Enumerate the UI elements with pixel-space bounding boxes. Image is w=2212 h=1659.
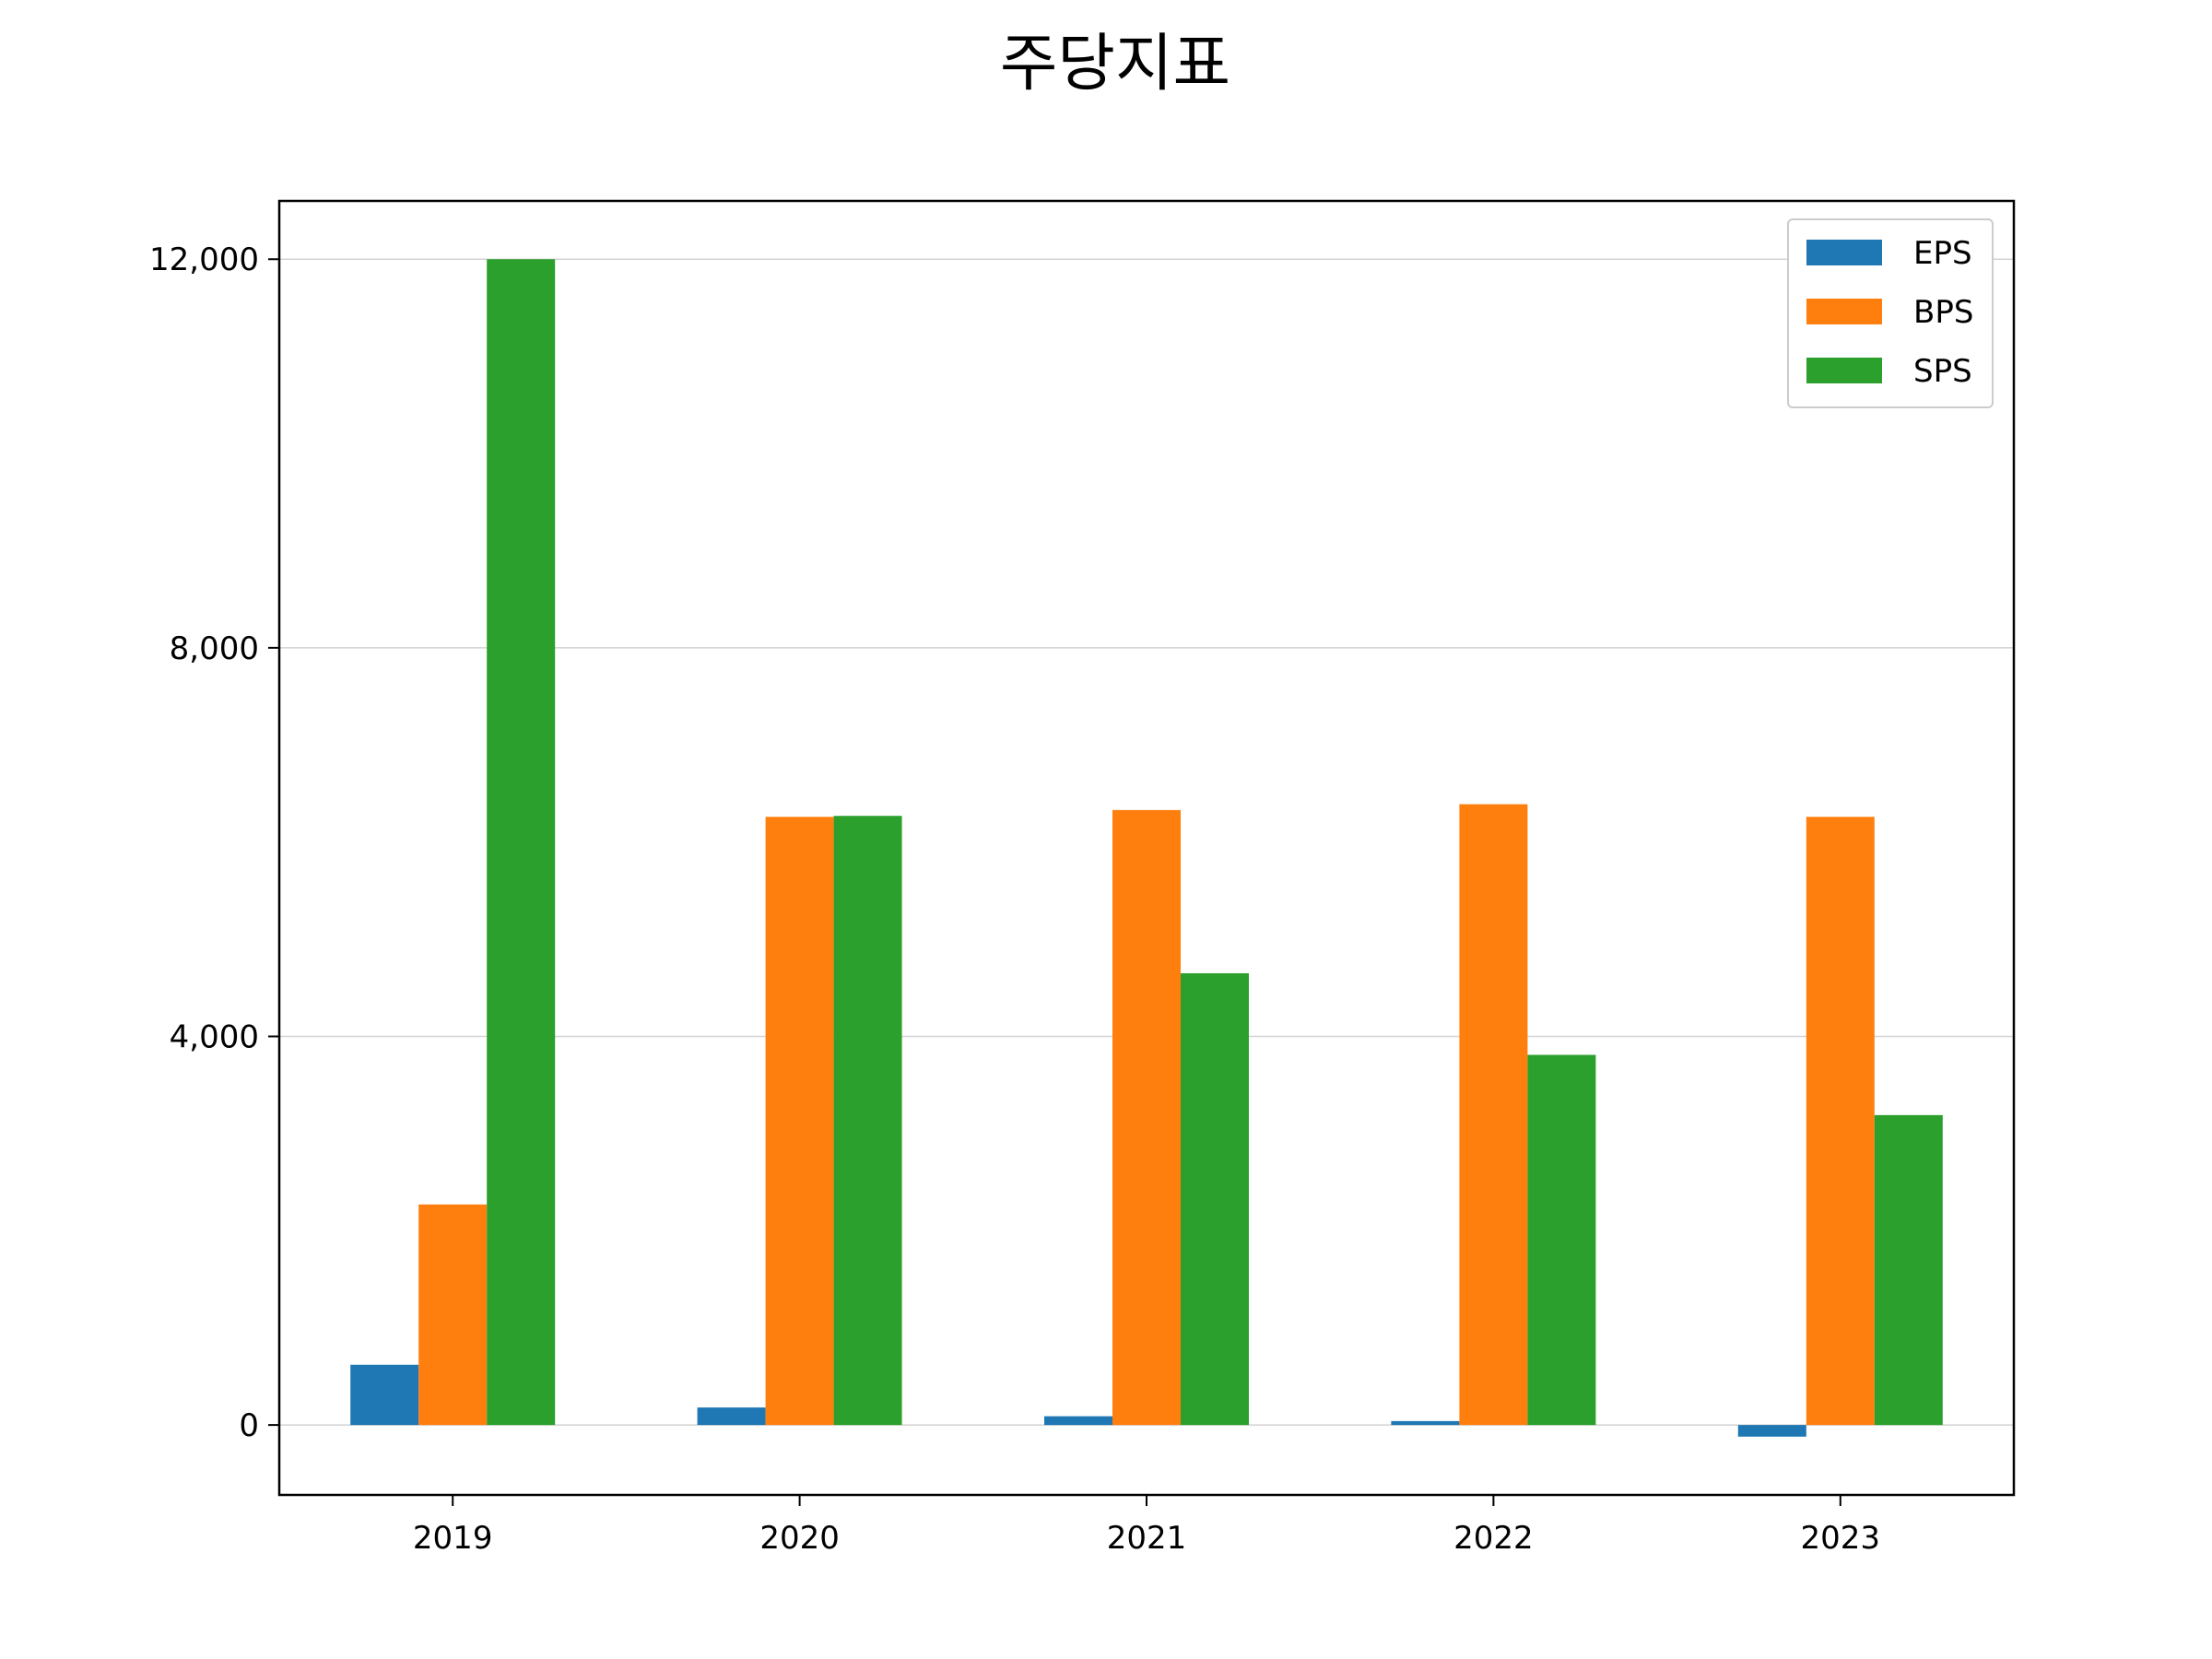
legend-swatch-sps <box>1806 358 1882 383</box>
y-tick-label: 8,000 <box>170 630 259 667</box>
bar-bps-2021 <box>1112 809 1181 1426</box>
legend-label-bps: BPS <box>1913 294 1973 331</box>
x-tick-label: 2020 <box>759 1520 840 1557</box>
bar-sps-2021 <box>1181 972 1249 1426</box>
bar-bps-2019 <box>418 1204 488 1426</box>
bar-eps-2020 <box>697 1407 766 1426</box>
bar-bps-2022 <box>1459 804 1528 1426</box>
bars <box>350 259 1943 1437</box>
x-tick-label: 2021 <box>1107 1520 1187 1557</box>
x-tick-label: 2022 <box>1453 1520 1534 1557</box>
y-tick-label: 0 <box>239 1407 259 1444</box>
x-tick-label: 2023 <box>1801 1520 1881 1557</box>
bar-sps-2023 <box>1874 1114 1943 1426</box>
bar-bps-2023 <box>1806 817 1875 1426</box>
bar-eps-2021 <box>1044 1416 1112 1426</box>
bar-eps-2022 <box>1391 1420 1460 1426</box>
legend-label-eps: EPS <box>1913 235 1972 272</box>
legend: EPS BPS SPS <box>1787 218 1994 408</box>
bar-sps-2020 <box>833 816 902 1426</box>
chart-title: 주당지표 <box>1000 28 1230 100</box>
legend-swatch-bps <box>1806 299 1882 324</box>
bar-sps-2019 <box>487 259 556 1426</box>
legend-swatch-eps <box>1806 240 1882 265</box>
y-tick-label: 4,000 <box>170 1018 259 1055</box>
bar-eps-2023 <box>1737 1425 1806 1437</box>
legend-label-sps: SPS <box>1913 353 1972 390</box>
x-tick-label: 2019 <box>413 1520 493 1557</box>
y-tick-label: 12,000 <box>149 241 259 278</box>
axes: 0 4,000 8,000 12,000 2019 2020 2021 2022 2023 <box>149 199 2016 1557</box>
bar-sps-2022 <box>1527 1054 1596 1426</box>
bar-bps-2020 <box>765 817 834 1426</box>
bar-eps-2019 <box>350 1364 419 1426</box>
